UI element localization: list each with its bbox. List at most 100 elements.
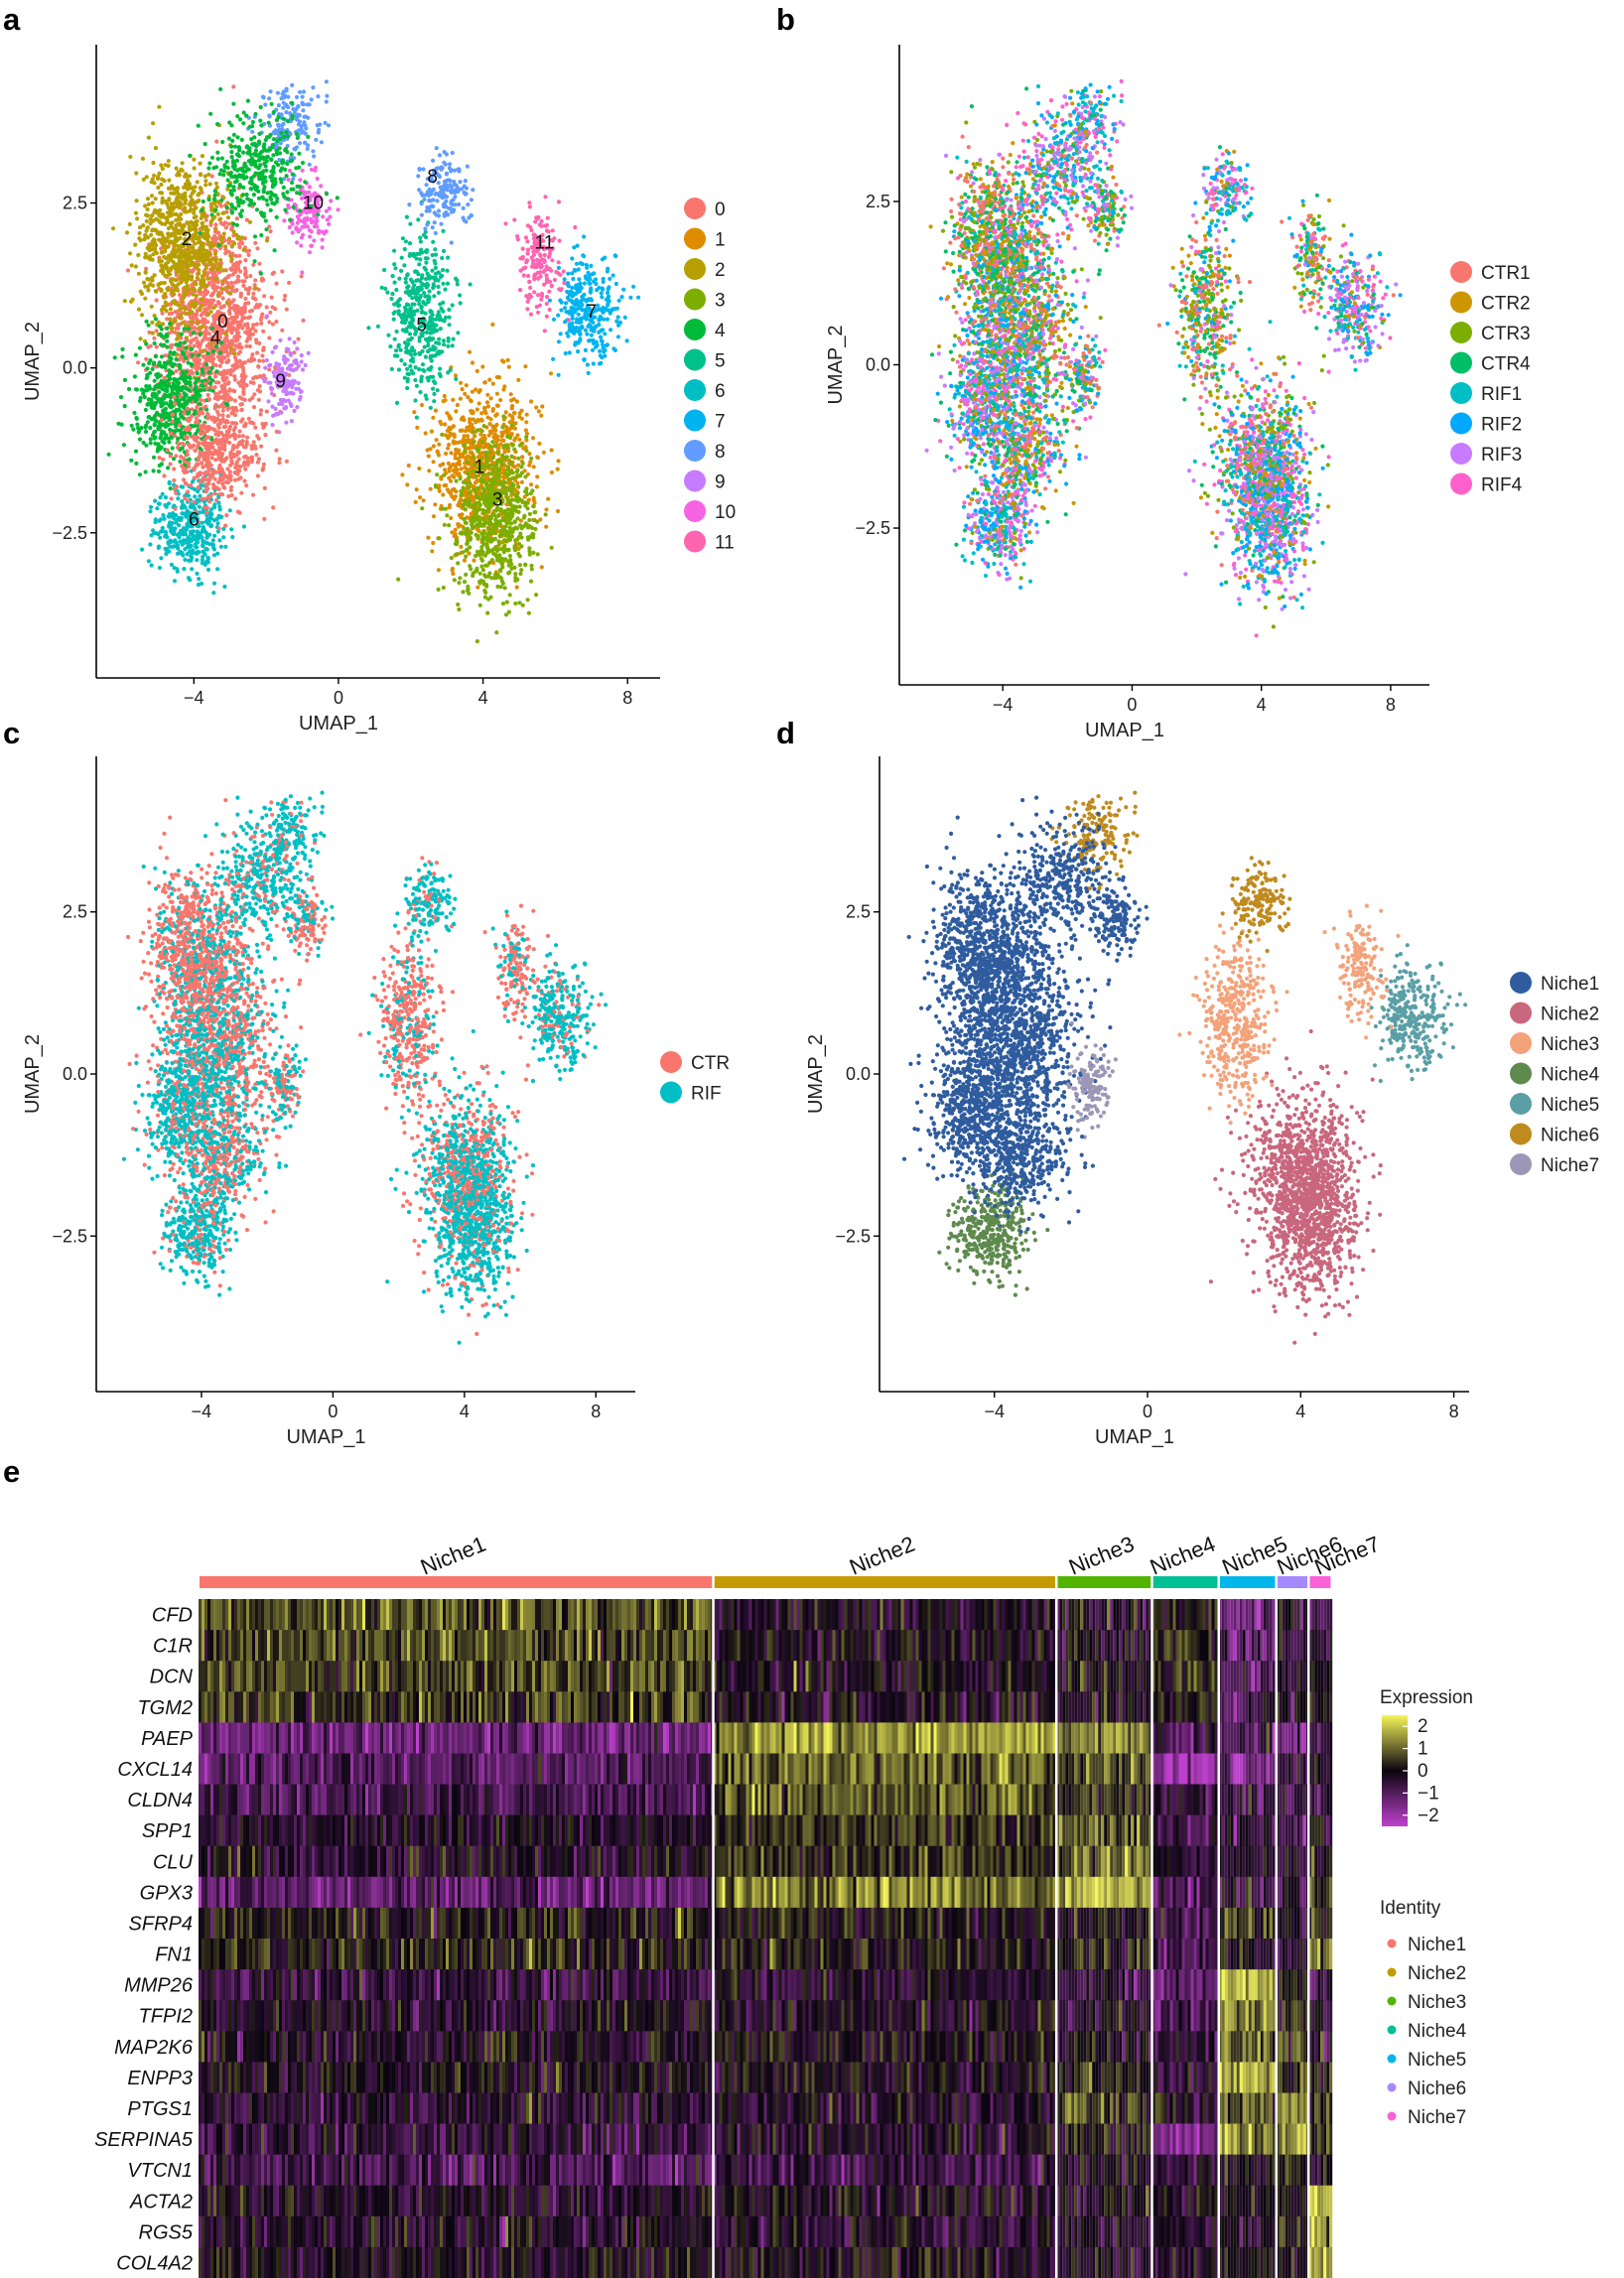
data-point: [234, 358, 239, 363]
data-point: [524, 435, 529, 440]
data-point: [158, 385, 164, 390]
data-point: [154, 383, 160, 388]
data-point: [238, 322, 243, 327]
data-point: [181, 351, 187, 357]
data-point: [511, 504, 517, 509]
data-point: [184, 172, 189, 177]
data-point: [173, 284, 178, 289]
data-point: [159, 404, 164, 409]
data-point: [431, 540, 436, 546]
data-point: [156, 545, 161, 551]
data-point: [464, 520, 469, 526]
data-point: [201, 317, 205, 322]
data-point: [253, 329, 258, 334]
data-point: [169, 231, 175, 236]
data-point: [232, 377, 237, 382]
data-point: [469, 567, 474, 572]
data-point: [449, 451, 454, 456]
data-point: [529, 482, 534, 487]
data-point: [200, 212, 204, 217]
data-point: [205, 567, 211, 573]
data-point: [494, 630, 499, 635]
data-point: [173, 526, 178, 531]
data-point: [254, 322, 259, 327]
data-point: [146, 559, 151, 564]
data-point: [464, 548, 469, 553]
data-point: [243, 258, 248, 263]
data-point: [407, 332, 413, 336]
data-point: [396, 577, 401, 582]
data-point: [518, 531, 523, 536]
data-point: [174, 166, 179, 171]
data-point: [225, 392, 230, 397]
data-point: [236, 331, 241, 335]
data-point: [232, 374, 237, 379]
data-point: [235, 304, 240, 310]
data-point: [433, 345, 438, 350]
data-point: [231, 298, 236, 303]
data-point: [616, 298, 621, 303]
data-point: [255, 350, 260, 355]
data-point: [164, 532, 169, 537]
data-point: [176, 170, 181, 175]
data-point: [465, 434, 471, 439]
data-point: [501, 414, 506, 419]
data-point: [438, 366, 443, 371]
data-point: [167, 481, 172, 486]
data-point: [489, 521, 494, 527]
data-point: [496, 375, 502, 380]
data-point: [274, 281, 279, 286]
data-point: [479, 429, 484, 434]
data-point: [201, 257, 205, 262]
data-point: [495, 584, 500, 590]
data-point: [524, 412, 529, 417]
data-point: [447, 469, 452, 473]
data-point: [458, 531, 463, 536]
data-point: [430, 549, 435, 554]
data-point: [242, 306, 247, 311]
data-point: [176, 335, 181, 340]
data-point: [204, 535, 209, 540]
data-point: [447, 307, 452, 313]
data-point: [150, 320, 155, 325]
data-point: [474, 479, 478, 484]
data-point: [168, 307, 173, 312]
data-point: [151, 252, 156, 257]
data-point: [536, 409, 542, 414]
data-point: [178, 307, 183, 312]
data-point: [214, 369, 219, 374]
data-point: [128, 251, 133, 256]
data-point: [177, 523, 182, 528]
data-point: [437, 315, 442, 320]
data-point: [135, 422, 140, 427]
data-point: [408, 314, 413, 320]
data-point: [176, 236, 181, 241]
data-point: [519, 568, 524, 573]
data-point: [450, 566, 455, 572]
data-point: [159, 182, 164, 188]
data-point: [203, 325, 208, 330]
data-point: [488, 526, 493, 531]
data-point: [480, 568, 485, 573]
data-point: [166, 541, 171, 546]
data-point: [458, 428, 463, 433]
data-point: [231, 315, 236, 320]
data-point: [264, 409, 269, 414]
data-point: [177, 398, 182, 403]
data-point: [211, 356, 216, 361]
data-point: [229, 346, 234, 351]
data-point: [509, 454, 514, 459]
data-point: [206, 280, 212, 286]
data-point: [203, 332, 208, 336]
data-point: [507, 593, 512, 598]
data-point: [548, 371, 554, 376]
data-point: [486, 548, 491, 553]
data-point: [218, 216, 223, 221]
data-point: [467, 490, 472, 495]
data-point: [181, 526, 186, 531]
data-point: [242, 316, 247, 321]
data-point: [414, 415, 419, 420]
data-point: [413, 398, 418, 403]
data-point: [392, 336, 397, 341]
data-point: [391, 317, 396, 322]
